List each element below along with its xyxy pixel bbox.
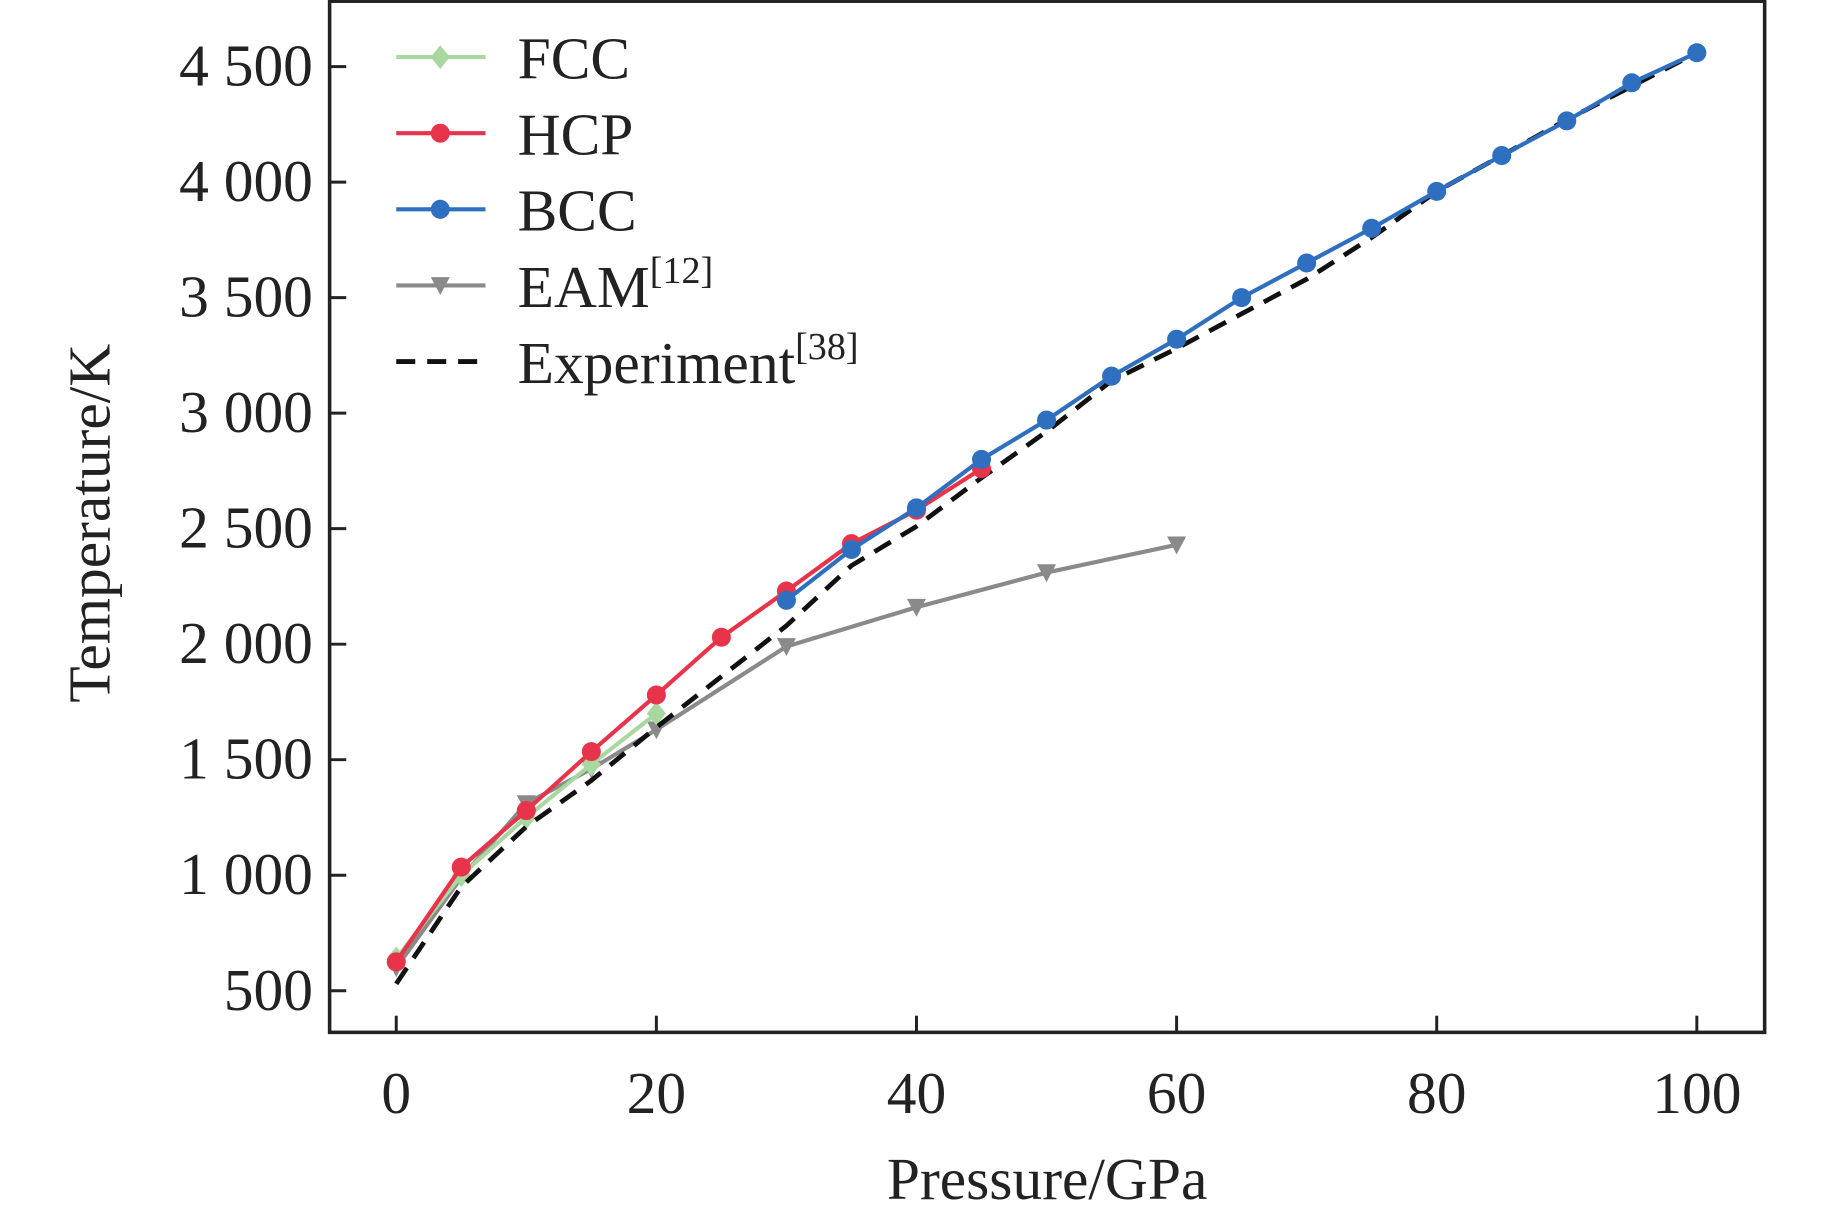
data-point <box>1102 366 1122 386</box>
data-point <box>906 498 926 518</box>
legend-item: HCP <box>396 102 633 168</box>
legend-marker <box>430 277 450 295</box>
legend-marker <box>430 123 450 143</box>
legend-item: EAM[12] <box>396 250 713 320</box>
y-tick-label: 3 500 <box>179 264 313 330</box>
data-point <box>646 701 666 726</box>
legend-marker <box>430 45 450 69</box>
legend-label: Experiment[38] <box>518 326 859 396</box>
data-point <box>386 952 406 972</box>
legend-reference: [38] <box>795 326 858 368</box>
data-point <box>1362 218 1382 238</box>
data-point <box>711 627 731 647</box>
x-axis-label: Pressure/GPa <box>887 1146 1208 1206</box>
y-tick-label: 1 000 <box>179 841 313 907</box>
data-point <box>1427 181 1447 201</box>
series-hcp <box>386 459 992 972</box>
data-point <box>1167 329 1187 349</box>
x-tick-label: 100 <box>1652 1060 1741 1126</box>
axes-frame <box>327 0 1767 1035</box>
x-tick-label: 40 <box>887 1060 946 1126</box>
data-point <box>1492 146 1512 166</box>
y-tick-label: 500 <box>224 957 313 1023</box>
data-point <box>516 801 536 821</box>
data-point <box>971 449 992 469</box>
legend-item: Experiment[38] <box>396 326 859 396</box>
y-tick-label: 1 500 <box>179 726 313 792</box>
data-point <box>451 857 471 877</box>
data-point <box>1297 253 1317 273</box>
series-bcc <box>776 43 1707 610</box>
legend-label: BCC <box>518 178 637 244</box>
plot-area: 0 20 40 60 80 100 500 1 000 1 500 2 000 2 500 3 000… <box>179 0 1767 1126</box>
y-tick-label: 4 000 <box>179 148 313 214</box>
data-point <box>581 742 601 762</box>
y-tick-label: 2 500 <box>179 495 313 561</box>
series-fcc <box>386 701 666 971</box>
data-point <box>1037 564 1057 583</box>
data-point <box>1232 288 1252 308</box>
data-point <box>1557 111 1577 131</box>
data-point <box>841 539 861 559</box>
legend-label: HCP <box>518 102 634 168</box>
data-point <box>1687 43 1707 63</box>
data-point <box>776 638 796 657</box>
legend-label: FCC <box>518 26 630 92</box>
x-tick-label: 60 <box>1147 1060 1206 1126</box>
y-tick-label: 3 000 <box>179 379 313 445</box>
legend-label: EAM[12] <box>518 250 714 320</box>
legend-marker <box>430 199 450 219</box>
data-point <box>1037 410 1057 430</box>
x-tick-label: 0 <box>381 1060 411 1126</box>
x-tick-label: 20 <box>627 1060 686 1126</box>
x-tick-label: 80 <box>1407 1060 1466 1126</box>
series-line <box>394 466 983 964</box>
data-point <box>776 590 796 610</box>
data-point <box>646 685 666 705</box>
legend-item: FCC <box>396 26 630 92</box>
data-point <box>906 598 926 617</box>
y-axis-label: Temperature/K <box>56 344 122 703</box>
y-tick-label: 2 000 <box>179 610 313 676</box>
legend-reference: [12] <box>650 250 713 292</box>
data-point <box>1167 536 1187 555</box>
data-point <box>1622 73 1642 93</box>
legend-item: BCC <box>396 178 637 244</box>
series-line <box>785 50 1698 602</box>
y-tick-label: 4 500 <box>179 33 313 99</box>
